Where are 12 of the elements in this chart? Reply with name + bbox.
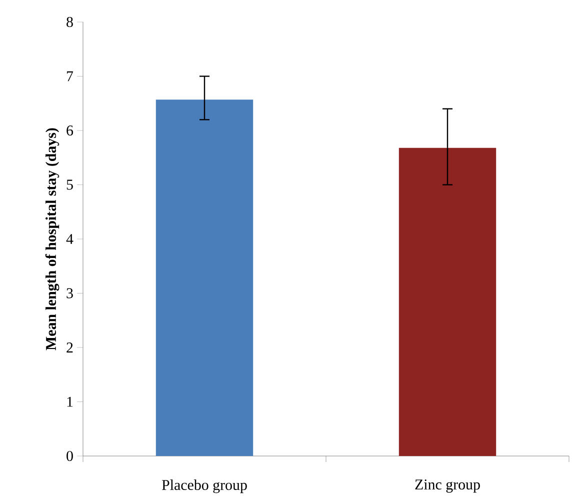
x-tick-label: Placebo group [162,480,247,494]
y-axis-title: Mean length of hospital stay (days) [45,128,60,350]
y-tick-label: 6 [66,125,74,136]
y-tick-label: 3 [66,288,73,298]
y-tick-label: 4 [66,234,74,244]
y-tick-label: 0 [66,450,73,462]
y-tick-label: 7 [66,71,74,82]
y-tick-label: 5 [66,180,73,190]
y-tick-label: 2 [66,342,73,352]
y-tick-label: 1 [67,396,73,407]
y-tick-label: 8 [66,16,73,28]
x-tick-label: Zinc group [415,480,480,493]
